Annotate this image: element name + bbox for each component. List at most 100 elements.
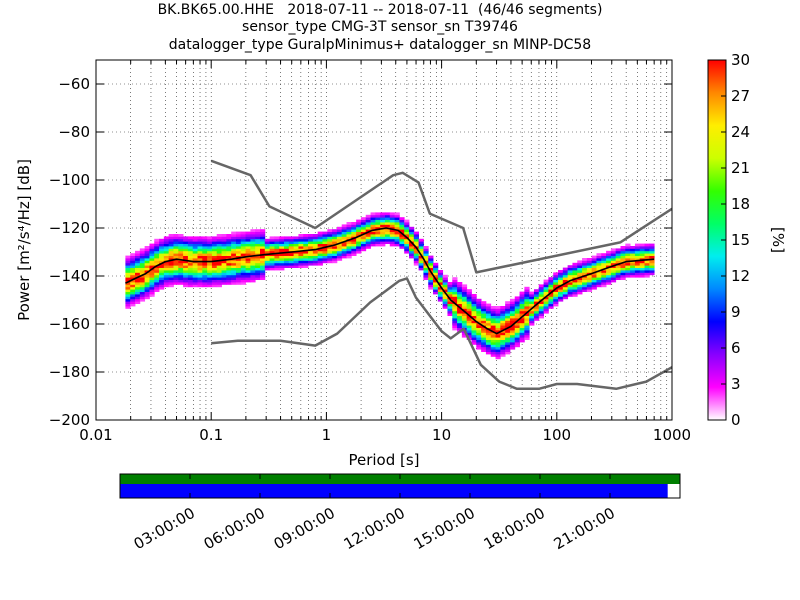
heatmap-cell xyxy=(187,236,194,240)
heatmap-cell xyxy=(495,325,501,328)
heatmap-cell xyxy=(481,344,487,348)
heatmap-cell xyxy=(125,255,131,259)
heatmap-cell xyxy=(553,272,559,276)
heatmap-cell xyxy=(139,277,146,280)
heatmap-cell xyxy=(274,255,280,259)
heatmap-cell xyxy=(178,238,184,242)
heatmap-cell xyxy=(221,267,227,271)
heatmap-cell xyxy=(135,272,141,276)
heatmap-cell xyxy=(250,238,256,242)
heatmap-cell xyxy=(159,270,165,273)
heatmap-cell xyxy=(505,342,511,345)
heatmap-cell xyxy=(476,334,482,338)
heatmap-cell xyxy=(380,219,386,223)
heatmap-cell xyxy=(264,241,271,244)
colorbar-tick-label: 27 xyxy=(731,87,750,105)
heatmap-cell xyxy=(428,255,434,259)
heatmap-cell xyxy=(144,291,150,295)
heatmap-cell xyxy=(154,246,160,249)
heatmap-cell xyxy=(586,258,593,261)
heatmap-cell xyxy=(437,296,444,300)
heatmap-cell xyxy=(586,277,593,280)
heatmap-cell xyxy=(630,265,636,268)
heatmap-cell xyxy=(577,265,583,268)
heatmap-cell xyxy=(341,253,347,256)
heatmap-cell xyxy=(312,253,319,256)
heatmap-cell xyxy=(457,313,463,316)
heatmap-cell xyxy=(577,274,583,278)
heatmap-cell xyxy=(264,260,271,264)
heatmap-cell xyxy=(183,277,189,280)
heatmap-cell xyxy=(409,246,415,249)
heatmap-cell xyxy=(509,332,516,336)
heatmap-cell xyxy=(139,255,146,259)
heatmap-cell xyxy=(610,270,617,273)
heatmap-cell xyxy=(149,284,155,288)
heatmap-cell xyxy=(606,258,612,261)
heatmap-cell xyxy=(490,327,496,331)
heatmap-cell xyxy=(135,255,141,259)
heatmap-cell xyxy=(620,272,626,276)
heatmap-cell xyxy=(447,289,453,292)
heatmap-cell xyxy=(558,274,564,278)
heatmap-cell xyxy=(639,255,645,259)
heatmap-cell xyxy=(591,274,597,278)
heatmap-cell xyxy=(457,322,463,326)
heatmap-cell xyxy=(533,301,540,304)
heatmap-cell xyxy=(298,243,304,247)
heatmap-cell xyxy=(235,238,242,242)
heatmap-cell xyxy=(178,267,184,271)
heatmap-cell xyxy=(649,246,655,249)
heatmap-cell xyxy=(216,274,222,278)
heatmap-cell xyxy=(370,226,376,230)
heatmap-cell xyxy=(548,277,554,280)
heatmap-cell xyxy=(197,253,203,256)
heatmap-cell xyxy=(207,279,213,283)
heatmap-cell xyxy=(250,258,256,261)
heatmap-cell xyxy=(226,248,232,252)
heatmap-cell xyxy=(553,277,559,280)
heatmap-cell xyxy=(240,238,246,242)
heatmap-cell xyxy=(365,224,371,228)
heatmap-cell xyxy=(538,310,544,314)
heatmap-cell xyxy=(231,260,237,264)
heatmap-cell xyxy=(216,238,222,242)
heatmap-cell xyxy=(471,320,477,324)
heatmap-cell xyxy=(178,260,184,264)
heatmap-cell xyxy=(259,250,266,254)
heatmap-cell xyxy=(207,248,213,252)
heatmap-cell xyxy=(211,279,218,283)
heatmap-cell xyxy=(250,255,256,259)
heatmap-cell xyxy=(495,315,501,319)
heatmap-cell xyxy=(250,262,256,266)
heatmap-cell xyxy=(452,296,458,300)
heatmap-cell xyxy=(221,260,227,264)
heatmap-cell xyxy=(336,250,343,254)
heatmap-cell xyxy=(615,277,621,280)
heatmap-cell xyxy=(548,294,554,297)
y-tick-label: −140 xyxy=(49,267,90,285)
heatmap-cell xyxy=(634,243,641,247)
heatmap-cell xyxy=(548,296,554,300)
heatmap-cell xyxy=(154,277,160,280)
heatmap-cell xyxy=(159,279,165,283)
heatmap-cell xyxy=(211,250,218,254)
heatmap-cell xyxy=(231,253,237,256)
heatmap-cell xyxy=(135,301,141,304)
heatmap-cell xyxy=(168,279,174,283)
heatmap-cell xyxy=(154,238,160,242)
heatmap-cell xyxy=(187,250,194,254)
heatmap-cell xyxy=(476,318,482,321)
heatmap-cell xyxy=(264,255,271,259)
heatmap-cell xyxy=(187,277,194,280)
heatmap-cell xyxy=(250,231,256,235)
heatmap-cell xyxy=(442,282,448,285)
model-curves xyxy=(125,159,672,391)
heatmap-cell xyxy=(553,284,559,288)
heatmap-cell xyxy=(586,265,593,268)
heatmap-cell xyxy=(380,214,386,218)
heatmap-cell xyxy=(293,253,299,256)
heatmap-cell xyxy=(235,270,242,273)
heatmap-cell xyxy=(264,258,271,261)
heatmap-cell xyxy=(259,238,266,242)
